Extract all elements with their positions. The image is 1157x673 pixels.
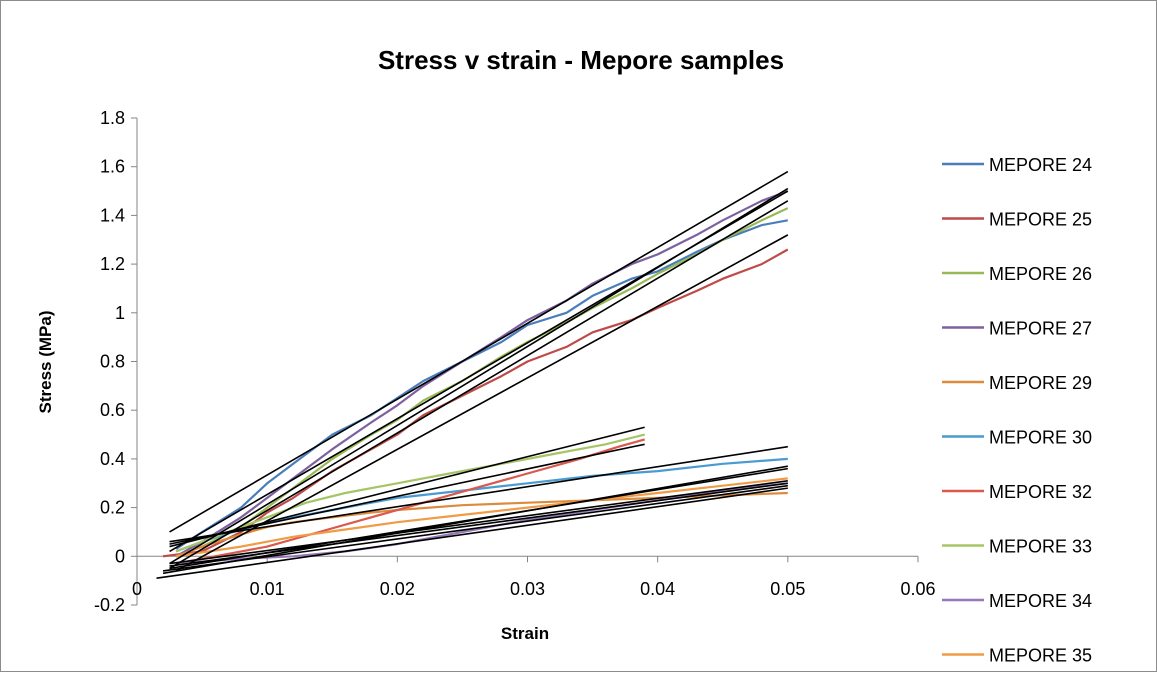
y-tick-label: 0.8 xyxy=(100,352,125,372)
series-line-10 xyxy=(175,477,788,558)
x-tick-label: 0.03 xyxy=(510,579,545,599)
legend-label: MEPORE 32 xyxy=(989,482,1092,502)
y-tick-label: 1.8 xyxy=(100,108,125,128)
y-tick-label: 1.6 xyxy=(100,157,125,177)
y-tick-label: 0 xyxy=(115,546,125,566)
series-line-8 xyxy=(175,433,645,553)
y-tick-label: 0.4 xyxy=(100,449,125,469)
legend-label: MEPORE 27 xyxy=(989,319,1092,339)
legend-label: MEPORE 34 xyxy=(989,591,1092,611)
legend-item: MEPORE 34 xyxy=(942,591,1092,611)
y-tick-label: 1.2 xyxy=(100,254,125,274)
legend-item: MEPORE 35 xyxy=(942,646,1092,666)
legend-item: MEPORE 30 xyxy=(942,428,1092,448)
series-line-2 xyxy=(162,248,789,558)
legend: MEPORE 24 MEPORE 25 MEPORE 26 MEPORE 27 MEPO… xyxy=(942,155,1092,666)
legend-item: MEPORE 24 xyxy=(942,155,1092,175)
plot-area: -0.2 0 0.2 0.4 0.6 0.8 1 1.2 1.4 1.6 1.8 0 0.01 0.02 0… xyxy=(94,108,936,615)
legend-label: MEPORE 24 xyxy=(989,155,1092,175)
x-tick-label: 0.02 xyxy=(380,579,415,599)
y-axis-title: Stress (MPa) xyxy=(36,311,55,414)
trendline-12 xyxy=(169,482,788,567)
y-tick-label: 1.4 xyxy=(100,205,125,225)
legend-item: MEPORE 33 xyxy=(942,537,1092,557)
trendline-14 xyxy=(156,487,788,580)
trendline-13 xyxy=(162,484,788,572)
x-tick-label: 0.05 xyxy=(770,579,805,599)
trendline-8 xyxy=(169,445,788,543)
trendline-3 xyxy=(169,200,789,570)
x-tick-label: 0.04 xyxy=(640,579,675,599)
legend-label: MEPORE 25 xyxy=(989,210,1092,230)
x-tick-label: 0.06 xyxy=(900,579,935,599)
chart-title: Stress v strain - Mepore samples xyxy=(378,45,784,75)
x-tick-label: 0 xyxy=(132,579,142,599)
legend-item: MEPORE 29 xyxy=(942,373,1092,393)
trendline-5 xyxy=(175,234,789,572)
y-tick-label: 1 xyxy=(115,303,125,323)
trendline-1 xyxy=(169,170,789,533)
trendline-4 xyxy=(169,190,789,553)
y-tick-label: 0.2 xyxy=(100,498,125,518)
legend-item: MEPORE 26 xyxy=(942,264,1092,284)
legend-label: MEPORE 35 xyxy=(989,646,1092,666)
y-tick-label: 0.6 xyxy=(100,400,125,420)
legend-item: MEPORE 25 xyxy=(942,210,1092,230)
series-line-1 xyxy=(175,219,788,550)
y-tick-label: -0.2 xyxy=(94,595,125,615)
legend-item: MEPORE 27 xyxy=(942,319,1092,339)
trendline-7 xyxy=(169,443,645,545)
legend-label: MEPORE 26 xyxy=(989,264,1092,284)
x-tick-label: 0.01 xyxy=(250,579,285,599)
legend-label: MEPORE 29 xyxy=(989,373,1092,393)
x-axis-title: Strain xyxy=(501,624,549,643)
legend-item: MEPORE 32 xyxy=(942,482,1092,502)
trendline-11 xyxy=(169,480,788,565)
legend-label: MEPORE 33 xyxy=(989,537,1092,557)
legend-label: MEPORE 30 xyxy=(989,428,1092,448)
